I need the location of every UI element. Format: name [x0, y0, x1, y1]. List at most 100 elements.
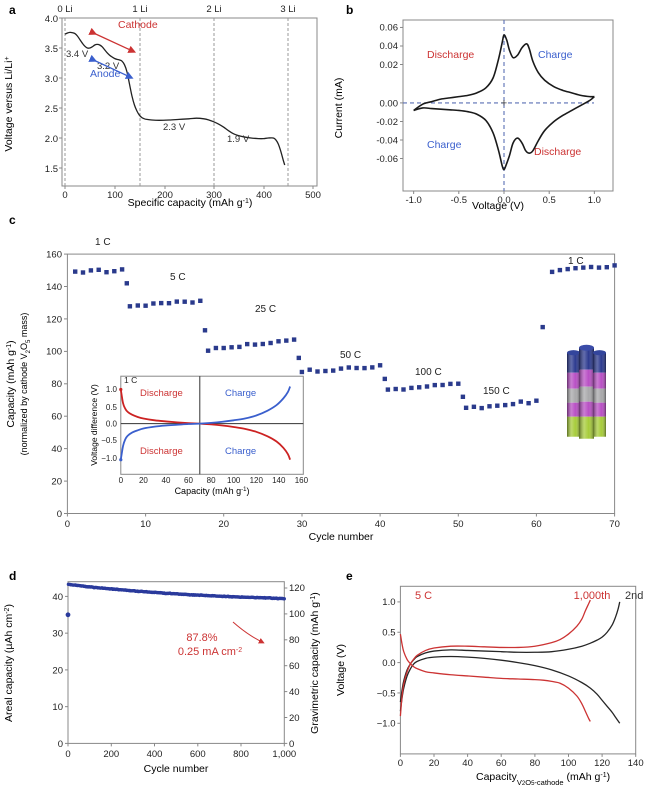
svg-text:120: 120: [250, 476, 264, 485]
svg-text:Cathode: Cathode: [118, 19, 158, 31]
svg-text:0: 0: [65, 749, 70, 760]
svg-text:Cycle number: Cycle number: [144, 763, 209, 775]
svg-text:25 C: 25 C: [255, 304, 276, 315]
svg-text:(normalized by cathode V2O5 ma: (normalized by cathode V2O5 mass): [19, 313, 32, 456]
svg-text:-0.04: -0.04: [376, 136, 398, 147]
svg-text:1.0: 1.0: [106, 385, 118, 394]
svg-text:Voltage difference (V): Voltage difference (V): [89, 384, 99, 466]
svg-text:0: 0: [65, 519, 70, 530]
svg-text:20: 20: [289, 713, 300, 724]
svg-text:Discharge: Discharge: [427, 49, 474, 61]
svg-text:Charge: Charge: [225, 388, 256, 399]
svg-text:Current (mA): Current (mA): [333, 78, 345, 139]
svg-text:Discharge: Discharge: [534, 146, 581, 158]
svg-text:60: 60: [496, 758, 507, 769]
svg-text:160: 160: [46, 250, 62, 261]
svg-text:Discharge: Discharge: [140, 446, 183, 457]
svg-text:20: 20: [429, 758, 440, 769]
svg-text:50 C: 50 C: [340, 350, 361, 361]
svg-text:50: 50: [453, 519, 464, 530]
svg-text:1 C: 1 C: [568, 256, 584, 267]
svg-text:60: 60: [51, 412, 62, 423]
svg-text:0.5: 0.5: [543, 195, 556, 206]
svg-text:20: 20: [51, 476, 62, 487]
svg-text:Charge: Charge: [538, 49, 573, 61]
svg-text:0.5: 0.5: [382, 628, 395, 639]
svg-text:1.0: 1.0: [382, 597, 395, 608]
svg-text:140: 140: [272, 476, 286, 485]
svg-text:40: 40: [289, 687, 300, 698]
svg-text:70: 70: [609, 519, 620, 530]
svg-text:-0.06: -0.06: [376, 154, 398, 165]
svg-text:40: 40: [462, 758, 473, 769]
svg-text:Areal capacity (µAh cm-2): Areal capacity (µAh cm-2): [3, 604, 15, 722]
svg-text:5 C: 5 C: [170, 272, 186, 283]
svg-text:87.8%: 87.8%: [186, 632, 217, 644]
svg-text:30: 30: [297, 519, 308, 530]
svg-text:100: 100: [107, 190, 123, 201]
svg-text:20: 20: [139, 476, 148, 485]
svg-text:120: 120: [46, 314, 62, 325]
svg-text:−0.5: −0.5: [101, 436, 117, 445]
svg-text:1 C: 1 C: [95, 237, 111, 248]
svg-text:40: 40: [52, 592, 63, 603]
svg-text:1 C: 1 C: [124, 375, 137, 385]
svg-text:0.00: 0.00: [380, 98, 399, 109]
svg-text:60: 60: [531, 519, 542, 530]
svg-text:Charge: Charge: [225, 446, 256, 457]
svg-text:20: 20: [218, 519, 229, 530]
svg-text:2.5: 2.5: [45, 104, 58, 115]
svg-text:2.3 V: 2.3 V: [163, 122, 186, 133]
svg-text:0.0: 0.0: [382, 658, 395, 669]
svg-text:-0.02: -0.02: [376, 117, 398, 128]
svg-text:0: 0: [119, 476, 124, 485]
svg-text:0.04: 0.04: [380, 41, 399, 52]
svg-text:200: 200: [103, 749, 119, 760]
svg-text:3 Li: 3 Li: [280, 4, 295, 15]
svg-text:400: 400: [256, 190, 272, 201]
svg-text:140: 140: [628, 758, 644, 769]
svg-text:0: 0: [62, 190, 67, 201]
svg-text:40: 40: [162, 476, 171, 485]
svg-text:Charge: Charge: [427, 139, 462, 151]
svg-text:150 C: 150 C: [483, 386, 510, 397]
svg-text:120: 120: [594, 758, 610, 769]
svg-text:40: 40: [51, 444, 62, 455]
svg-text:Voltage (V): Voltage (V): [335, 644, 347, 696]
svg-text:5 C: 5 C: [415, 590, 432, 602]
svg-text:Capacity (mAh g-1): Capacity (mAh g-1): [175, 486, 250, 496]
svg-text:4.0: 4.0: [45, 14, 58, 25]
svg-text:-0.5: -0.5: [451, 195, 467, 206]
svg-text:3.5: 3.5: [45, 44, 58, 55]
svg-text:80: 80: [51, 379, 62, 390]
svg-text:120: 120: [289, 583, 305, 594]
svg-text:0: 0: [58, 739, 63, 750]
svg-text:100: 100: [46, 347, 62, 358]
svg-text:+: +: [501, 98, 507, 110]
svg-text:0.25 mA cm-2: 0.25 mA cm-2: [178, 646, 242, 658]
svg-text:60: 60: [184, 476, 193, 485]
svg-text:Capacity (mAh g-1): Capacity (mAh g-1): [5, 340, 17, 427]
svg-text:160: 160: [295, 476, 309, 485]
svg-text:30: 30: [52, 629, 63, 640]
svg-text:0.0: 0.0: [106, 420, 118, 429]
svg-text:10: 10: [140, 519, 151, 530]
svg-text:80: 80: [207, 476, 216, 485]
svg-text:Gravimetric capacity (mAh g-1): Gravimetric capacity (mAh g-1): [309, 592, 321, 734]
svg-text:Discharge: Discharge: [140, 388, 183, 399]
svg-text:0: 0: [57, 509, 62, 520]
svg-text:1,000th: 1,000th: [574, 590, 611, 602]
svg-text:100 C: 100 C: [415, 367, 442, 378]
svg-text:3.0: 3.0: [45, 74, 58, 85]
svg-text:500: 500: [305, 190, 321, 201]
svg-text:Cycle number: Cycle number: [309, 531, 374, 543]
svg-text:20: 20: [52, 665, 63, 676]
svg-text:140: 140: [46, 282, 62, 293]
svg-text:0.06: 0.06: [380, 23, 399, 34]
svg-text:0.5: 0.5: [106, 403, 118, 412]
svg-text:−1.0: −1.0: [101, 454, 117, 463]
svg-text:1.9 V: 1.9 V: [227, 134, 250, 145]
svg-text:1.0: 1.0: [588, 195, 601, 206]
svg-text:600: 600: [190, 749, 206, 760]
svg-text:100: 100: [561, 758, 577, 769]
